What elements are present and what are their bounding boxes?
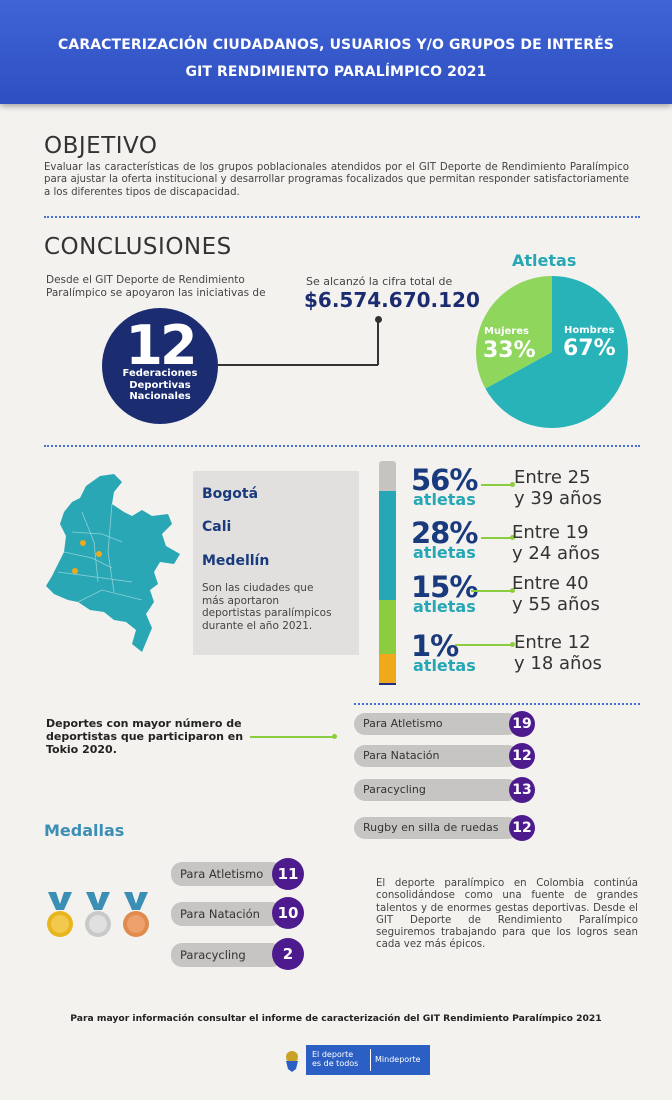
cifra-label: Se alcanzó la cifra total de <box>306 275 453 288</box>
connector-dot <box>510 535 515 540</box>
deporte-item: Rugby en silla de ruedas <box>354 817 519 839</box>
connector <box>471 590 511 592</box>
pie-slice-mujeres <box>476 276 552 389</box>
edad-label: atletas <box>413 597 476 616</box>
medalla-count: 2 <box>272 938 304 970</box>
medals-icons <box>47 892 149 937</box>
edad-range: Entre 40 y 55 años <box>512 573 600 615</box>
city-marker <box>80 540 86 546</box>
mujeres-label: Mujeres <box>484 326 529 337</box>
connector-dot <box>374 316 382 323</box>
connector-line-vertical <box>377 320 379 365</box>
logo-slogan: El deporte es de todos <box>312 1050 359 1068</box>
colombia-map-icon <box>46 474 180 652</box>
gold-medal-icon <box>47 892 73 937</box>
connector <box>481 484 511 486</box>
edad-range: Entre 25 y 39 años <box>514 467 602 509</box>
edad-range: Entre 12 y 18 años <box>514 632 602 674</box>
edad-row: 28% atletas Entre 19 y 24 años <box>411 519 661 579</box>
divider <box>44 216 640 218</box>
cifra-value: $6.574.670.120 <box>304 288 480 312</box>
connector <box>250 736 334 738</box>
edad-bar-segment <box>379 683 396 685</box>
medallas-title: Medallas <box>44 821 125 840</box>
medalla-item: Para Natación <box>171 902 283 926</box>
deporte-item: Paracycling <box>354 779 519 801</box>
silver-medal-icon <box>85 892 111 937</box>
federaciones-label: Federaciones Deportivas Nacionales <box>122 368 198 402</box>
deporte-count: 13 <box>509 777 535 803</box>
connector-dot <box>510 588 515 593</box>
header-banner: CARACTERIZACIÓN CIUDADANOS, USUARIOS Y/O… <box>0 0 672 104</box>
shield-icon <box>278 1045 306 1075</box>
mujeres-pct: 33% <box>483 338 536 363</box>
edad-stacked-bar <box>379 461 396 685</box>
medalla-count: 11 <box>272 858 304 890</box>
deporte-count: 12 <box>509 815 535 841</box>
federaciones-number: 12 <box>125 314 197 377</box>
connector-dot <box>510 482 515 487</box>
footer-note: Para mayor información consultar el info… <box>70 1013 602 1024</box>
mindeporte-logo: El deporte es de todos Mindeporte <box>278 1045 430 1075</box>
edad-pct: 28% <box>411 516 478 550</box>
deporte-count: 12 <box>509 743 535 769</box>
pie-slice-hombres <box>485 276 628 428</box>
edad-row: 56% atletas Entre 25 y 39 años <box>411 466 661 526</box>
objetivo-text: Evaluar las características de los grupo… <box>44 162 629 198</box>
header-title-line1: CARACTERIZACIÓN CIUDADANOS, USUARIOS Y/O… <box>58 37 614 53</box>
logo-brand: Mindeporte <box>375 1055 421 1064</box>
connector <box>455 644 511 646</box>
edad-label: atletas <box>413 656 476 675</box>
medalla-count: 10 <box>272 897 304 929</box>
logo-divider <box>370 1049 371 1071</box>
connector-line <box>218 364 378 366</box>
bronze-medal-icon <box>123 892 149 937</box>
atletas-title: Atletas <box>512 251 577 270</box>
hombres-pct: 67% <box>563 336 616 361</box>
hombres-label: Hombres <box>564 325 615 336</box>
ciudades-text: Son las ciudades que más aportaron depor… <box>202 582 332 632</box>
edad-label: atletas <box>413 490 476 509</box>
city-medellin: Medellín <box>202 553 270 569</box>
edad-bar-segment <box>379 653 396 684</box>
edad-label: atletas <box>413 543 476 562</box>
divider <box>354 703 640 705</box>
divider <box>44 445 640 447</box>
medalla-item: Para Atletismo <box>171 862 283 886</box>
deporte-item: Para Atletismo <box>354 713 519 735</box>
city-marker <box>96 551 102 557</box>
edad-pct: 15% <box>411 570 478 604</box>
city-bogota: Bogotá <box>202 486 259 502</box>
objetivo-title: OBJETIVO <box>44 133 158 159</box>
atletas-pie-chart <box>476 276 628 428</box>
city-marker <box>72 568 78 574</box>
deportes-label: Deportes con mayor número de deportistas… <box>46 717 244 756</box>
city-cali: Cali <box>202 519 232 535</box>
edad-row: 15% atletas Entre 40 y 55 años <box>411 573 661 633</box>
edad-pct: 56% <box>411 463 478 497</box>
edad-bar-segment <box>379 491 396 600</box>
cierre-text: El deporte paralímpico en Colombia conti… <box>376 878 638 951</box>
conclusiones-title: CONCLUSIONES <box>44 234 232 260</box>
connector-dot <box>510 642 515 647</box>
edad-range: Entre 19 y 24 años <box>512 522 600 564</box>
edad-row: 1% atletas Entre 12 y 18 años <box>411 632 661 692</box>
connector-dot <box>332 734 337 739</box>
conclusiones-intro: Desde el GIT Deporte de Rendimiento Para… <box>46 274 266 299</box>
edad-pct: 1% <box>411 629 459 663</box>
connector <box>481 537 511 539</box>
deporte-count: 19 <box>509 711 535 737</box>
edad-bar-segment <box>379 599 396 654</box>
medalla-item: Paracycling <box>171 943 283 967</box>
header-title-line2: GIT RENDIMIENTO PARALÍMPICO 2021 <box>185 64 487 80</box>
deporte-item: Para Natación <box>354 745 519 767</box>
ciudades-box: Bogotá Cali Medellín Son las ciudades qu… <box>193 471 359 655</box>
federaciones-circle: 12 Federaciones Deportivas Nacionales <box>102 308 218 424</box>
